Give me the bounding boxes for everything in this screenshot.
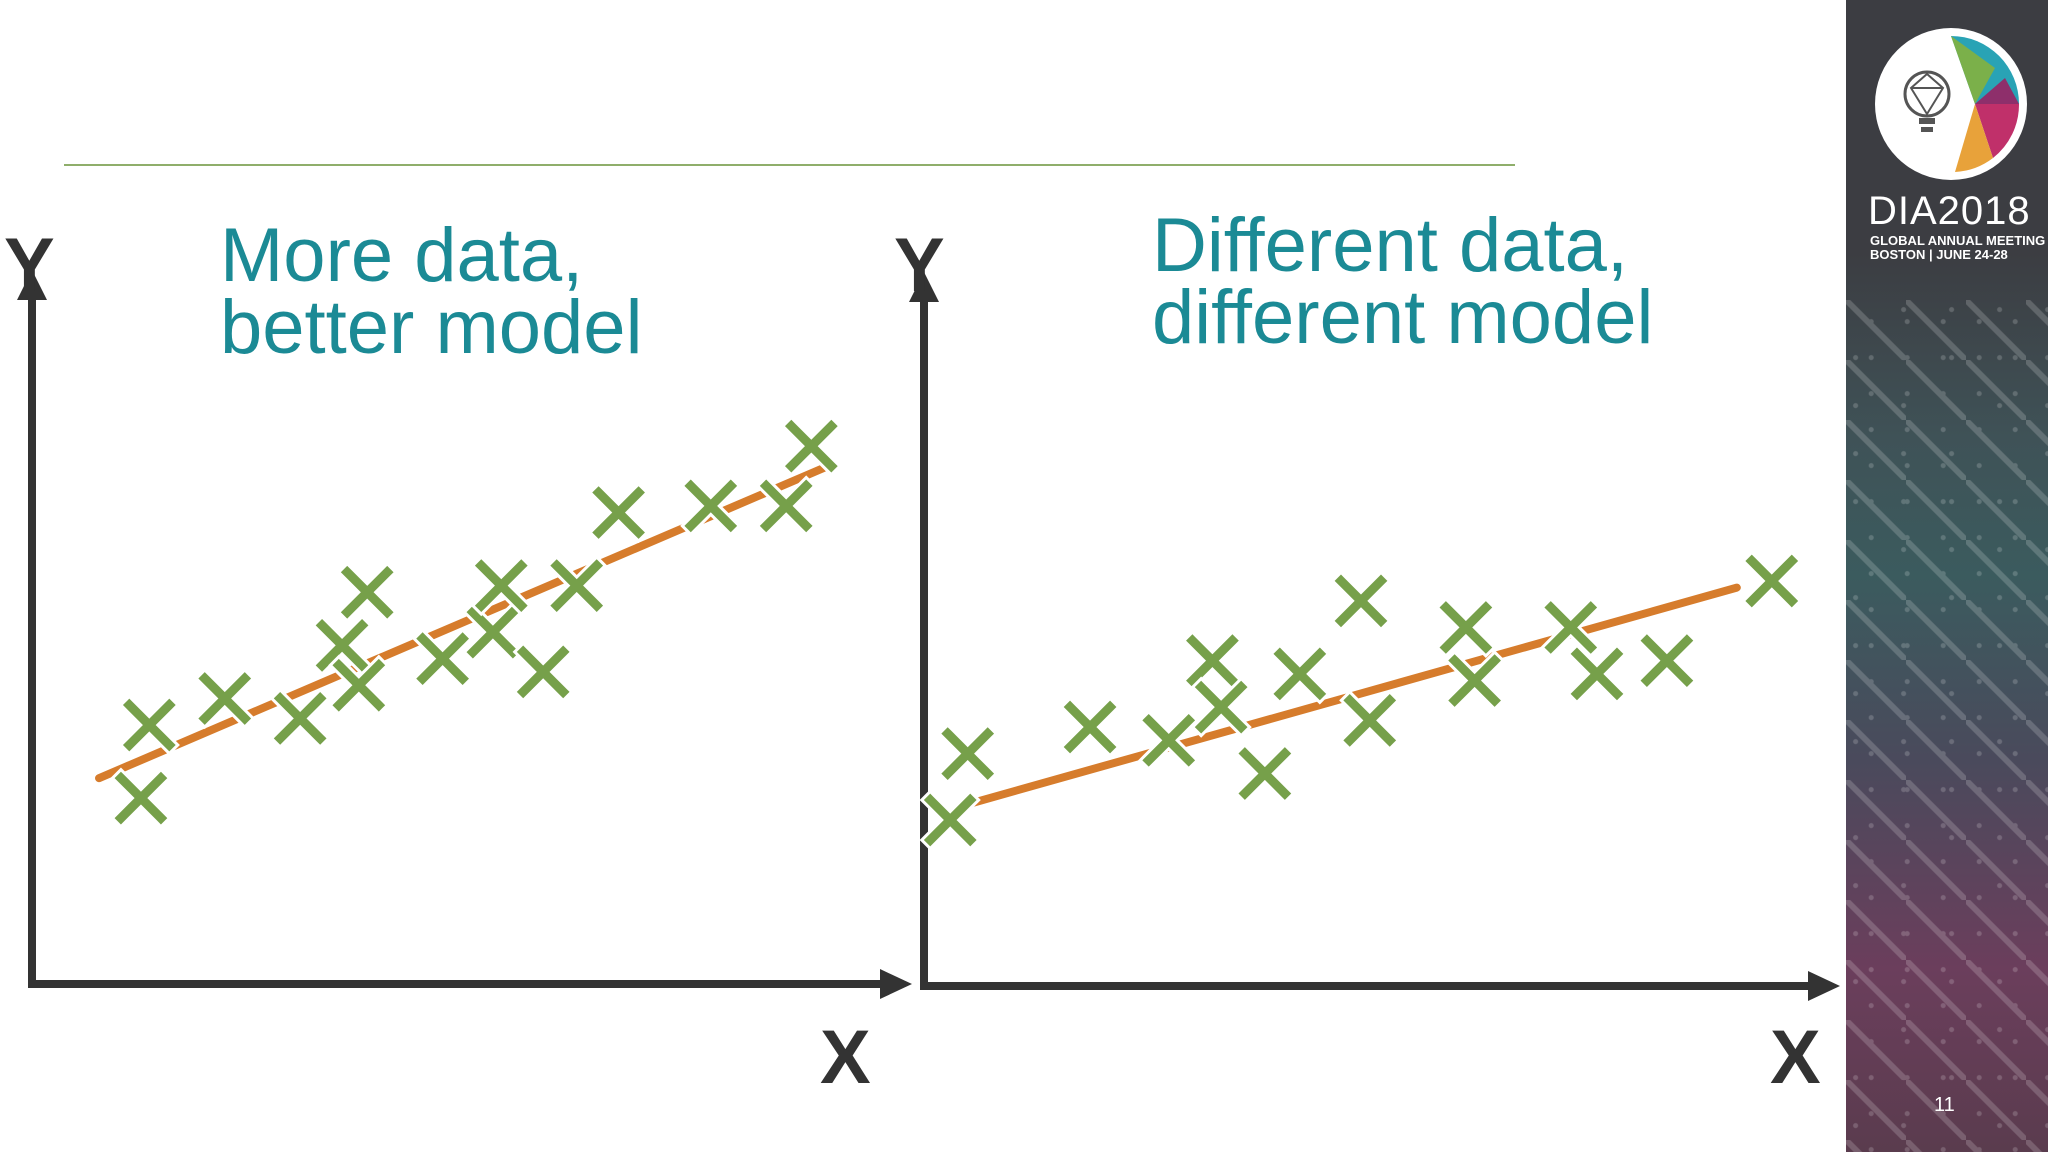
- chart-2-title-line-2: different model: [1152, 275, 1654, 360]
- chart-1-data-point: [194, 667, 256, 730]
- chart-2-data-point: [1435, 596, 1497, 659]
- page-number: 11: [1934, 1094, 1955, 1116]
- chart-1-title: More data, better model: [220, 213, 643, 370]
- chart-1-data-point: [412, 628, 474, 690]
- chart-2-data-point: [1741, 550, 1803, 612]
- chart-2-title: Different data, different model: [1152, 203, 1654, 360]
- chart-2-data-point: [1181, 630, 1244, 692]
- chart-2-data-point: [1234, 742, 1296, 805]
- chart-2-data-point: [1138, 709, 1200, 771]
- chart-2-data-point: [1636, 630, 1698, 692]
- sidebar-pattern: [1846, 300, 2048, 1152]
- chart-2-x-axis-label: X: [1770, 1015, 1821, 1100]
- chart-1-data-point: [328, 654, 390, 716]
- chart-2-data-point: [937, 722, 999, 785]
- chart-1-x-axis-arrow: [880, 969, 912, 999]
- chart-1-data-point: [118, 694, 180, 756]
- chart-1-data-point: [110, 767, 172, 829]
- dia-logo: [1875, 28, 2027, 180]
- chart-1-data-point: [269, 687, 331, 750]
- dia-logo-mark: [1903, 36, 2020, 172]
- chart-1-data-point: [512, 641, 574, 703]
- logo-subtitle-location: BOSTON | JUNE 24-28: [1870, 247, 2008, 262]
- chart-2-data-point: [1339, 689, 1401, 752]
- chart-1-y-axis-arrow: [17, 270, 47, 300]
- sidebar: DIA2018 GLOBAL ANNUAL MEETING BOSTON | J…: [1846, 0, 2048, 1152]
- chart-2-data-point: [1059, 696, 1121, 758]
- chart-1-title-line-1: More data,: [220, 213, 584, 298]
- chart-1-data-point: [755, 475, 817, 537]
- chart-1-data-point: [462, 601, 524, 663]
- chart-more-data: [17, 270, 912, 999]
- chart-2-data-point: [1269, 643, 1331, 705]
- chart-2-x-axis-arrow: [1808, 971, 1840, 1001]
- chart-1-data-point: [587, 481, 650, 544]
- chart-2-title-line-1: Different data,: [1152, 203, 1629, 288]
- chart-different-data: [909, 272, 1840, 1001]
- chart-1-data-point: [336, 561, 398, 623]
- chart-1-data-point: [780, 415, 842, 477]
- chart-1-y-axis-label: Y: [4, 223, 55, 308]
- logo-subtitle-meeting: GLOBAL ANNUAL MEETING: [1870, 233, 2046, 248]
- chart-2-data-point: [1190, 676, 1252, 738]
- chart-2-data-point: [1540, 596, 1602, 659]
- chart-1-data-point: [311, 614, 373, 676]
- chart-2-data-point: [919, 789, 981, 851]
- chart-1-data-point: [546, 554, 608, 617]
- chart-2-y-axis-arrow: [909, 272, 939, 302]
- chart-2-data-point: [1330, 570, 1392, 632]
- chart-1-title-line-2: better model: [220, 285, 643, 370]
- chart-1-x-axis-label: X: [820, 1015, 871, 1100]
- chart-2-y-axis-label: Y: [894, 223, 945, 308]
- logo-title: DIA2018: [1868, 189, 2031, 233]
- chart-1-data-point: [680, 475, 742, 537]
- plots-canvas: [17, 164, 1840, 1001]
- chart-2-data-point: [1566, 643, 1628, 705]
- chart-1-data-point: [470, 554, 532, 617]
- chart-2-data-point: [1444, 649, 1506, 712]
